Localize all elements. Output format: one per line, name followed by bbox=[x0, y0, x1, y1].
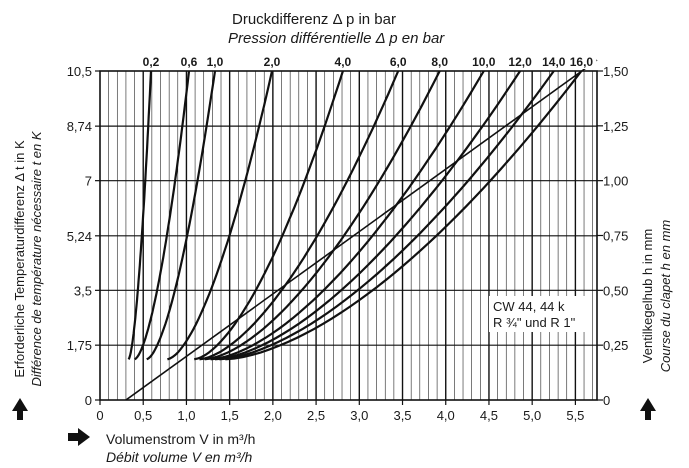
pressure-label: 1,0 bbox=[207, 55, 224, 69]
x-tick-label: 3,0 bbox=[350, 408, 368, 423]
pressure-label-bg bbox=[468, 55, 499, 69]
y-right-tick-label: 0,75 bbox=[603, 229, 628, 244]
pressure-label-bg bbox=[199, 55, 230, 69]
pressure-label: 12,0 bbox=[508, 55, 532, 69]
y-right-label-fr: Course du clapet h en mm bbox=[658, 220, 673, 373]
pressure-label-bg bbox=[566, 55, 597, 69]
x-label-de: Volumenstrom V in m³/h bbox=[106, 431, 255, 447]
y-left-tick-label: 5,24 bbox=[67, 229, 92, 244]
y-left-label-fr: Différence de température nécessaire t e… bbox=[29, 130, 44, 386]
y-right-label-de: Ventilkegelhub h in mm bbox=[640, 229, 655, 363]
x-tick-label: 1,0 bbox=[177, 408, 195, 423]
x-tick-label: 1,5 bbox=[221, 408, 239, 423]
y-right-tick-label: 0,50 bbox=[603, 283, 628, 298]
y-right-tick-label: 0,25 bbox=[603, 338, 628, 353]
x-tick-label: 5,0 bbox=[523, 408, 541, 423]
y-left-tick-labels: 0 1,75 3,5 5,24 7 8,74 10,5 bbox=[67, 64, 100, 408]
lift-line bbox=[125, 59, 598, 401]
pressure-curve bbox=[134, 70, 191, 361]
pressure-curve bbox=[214, 70, 522, 361]
pressure-curve bbox=[210, 70, 485, 361]
x-tick-label: 3,5 bbox=[393, 408, 411, 423]
y-right-tick-labels: 0 0,25 0,50 0,75 1,00 1,25 1,50 bbox=[597, 64, 628, 408]
pressure-label: 0,2 bbox=[143, 55, 160, 69]
legend-line-2: R ¾" und R 1" bbox=[493, 315, 576, 330]
x-tick-label: 2,0 bbox=[264, 408, 282, 423]
pressure-label-bg bbox=[135, 55, 166, 69]
y-right-tick-label: 1,25 bbox=[603, 119, 628, 134]
pressure-label: 6,0 bbox=[390, 55, 407, 69]
y-left-tick-label: 3,5 bbox=[74, 283, 92, 298]
up-arrow-left-icon bbox=[12, 398, 28, 420]
y-right-tick-label: 0 bbox=[603, 393, 610, 408]
pressure-label-bg bbox=[538, 55, 569, 69]
pressure-curves bbox=[127, 70, 583, 361]
pressure-label: 14,0 bbox=[542, 55, 566, 69]
pressure-label-bg bbox=[327, 55, 358, 69]
x-tick-labels: 0 0,5 1,0 1,5 2,0 2,5 3,0 3,5 4,0 4,5 5,0 5,5 bbox=[96, 400, 584, 423]
pressure-label: 0,6 bbox=[181, 55, 198, 69]
pressure-label-bg bbox=[257, 55, 288, 69]
pressure-labels: 0,2 0,6 1,0 2,0 4,0 6,0 8,0 10,0 12,0 14,0 16,0 bbox=[135, 55, 597, 69]
x-tick-label: 0,5 bbox=[134, 408, 152, 423]
pressure-curve bbox=[204, 70, 441, 361]
x-tick-label: 4,5 bbox=[480, 408, 498, 423]
pressure-curve bbox=[219, 70, 555, 361]
pressure-curve bbox=[167, 70, 274, 361]
pressure-label: 10,0 bbox=[472, 55, 496, 69]
pressure-label: 16,0 bbox=[570, 55, 594, 69]
y-left-label-de: Erforderliche Temperaturdifferenz Δ t in… bbox=[12, 140, 27, 378]
pressure-label: 2,0 bbox=[264, 55, 281, 69]
legend-box bbox=[489, 296, 590, 332]
up-arrow-right-icon bbox=[640, 398, 656, 420]
pressure-label-bg bbox=[383, 55, 414, 69]
x-label-fr: Débit volume V en m³/h bbox=[106, 449, 252, 465]
y-left-tick-label: 7 bbox=[85, 174, 92, 189]
valve-lift-line bbox=[125, 59, 598, 401]
pressure-curve bbox=[225, 70, 583, 361]
pressure-curve bbox=[127, 70, 153, 360]
x-tick-label: 5,5 bbox=[566, 408, 584, 423]
y-right-tick-label: 1,00 bbox=[603, 174, 628, 189]
pressure-label-bg bbox=[505, 55, 536, 69]
pressure-curve bbox=[146, 70, 217, 361]
top-title-fr: Pression différentielle Δ p en bar bbox=[228, 30, 445, 47]
legend-line-1: CW 44, 44 k bbox=[493, 299, 565, 314]
pressure-curve bbox=[199, 70, 400, 361]
y-left-tick-label: 0 bbox=[85, 393, 92, 408]
pressure-label: 4,0 bbox=[335, 55, 352, 69]
x-tick-label: 2,5 bbox=[307, 408, 325, 423]
pressure-curve bbox=[193, 70, 344, 361]
pressure-label-bg bbox=[424, 55, 455, 69]
y-right-tick-label: 1,50 bbox=[603, 64, 628, 79]
y-left-tick-label: 8,74 bbox=[67, 119, 92, 134]
x-tick-label: 0 bbox=[96, 408, 103, 423]
y-left-tick-label: 10,5 bbox=[67, 64, 92, 79]
pressure-label: 8,0 bbox=[431, 55, 448, 69]
pressure-label-bg bbox=[174, 55, 205, 69]
x-tick-label: 4,0 bbox=[437, 408, 455, 423]
y-left-tick-label: 1,75 bbox=[67, 338, 92, 353]
right-arrow-icon bbox=[68, 428, 90, 446]
top-title-de: Druckdifferenz Δ p in bar bbox=[232, 11, 396, 28]
